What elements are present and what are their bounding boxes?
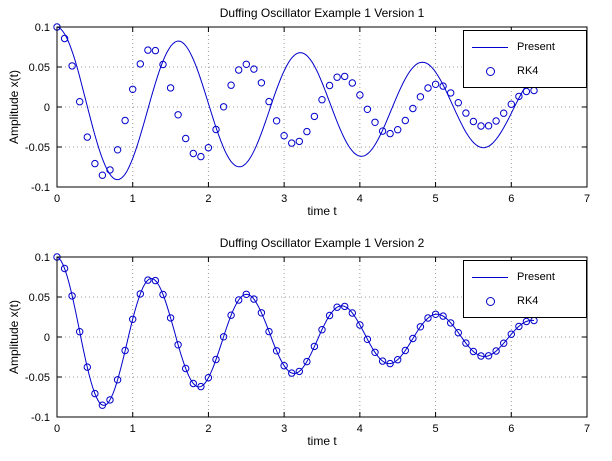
grid-lines xyxy=(57,27,587,187)
present-series xyxy=(56,256,535,406)
y-tick-label: -0.05 xyxy=(25,142,50,154)
legend-entry-present: Present xyxy=(472,35,578,59)
x-tick-label: 4 xyxy=(357,193,363,205)
x-tick-label: 4 xyxy=(357,423,363,435)
circle-marker-icon xyxy=(485,296,495,306)
rk4-series xyxy=(53,23,538,179)
y-axis-label: Amplitude x(t) xyxy=(7,69,21,145)
subplot-version-1: 0 1 2 3 4 5 6 7 -0.1 -0.05 0 0.05 0.1 Duffing Oscill… xyxy=(0,0,612,230)
plot-title: Duffing Oscillator Example 1 Version 1 xyxy=(219,6,425,20)
y-tick-label: 0.05 xyxy=(29,292,50,304)
x-tick-label: 1 xyxy=(130,423,136,435)
x-tick-label: 0 xyxy=(54,193,60,205)
y-axis-label: Amplitude x(t) xyxy=(7,299,21,375)
x-tick-label: 5 xyxy=(433,193,439,205)
line-swatch xyxy=(472,276,508,278)
y-tick-label: 0 xyxy=(44,332,50,344)
circle-swatch xyxy=(472,296,508,306)
x-tick-label: 7 xyxy=(584,193,590,205)
rk4-series xyxy=(53,253,538,409)
x-tick-label: 3 xyxy=(281,423,287,435)
circle-marker-icon xyxy=(485,66,495,76)
y-tick-label: -0.1 xyxy=(31,412,50,424)
present-series xyxy=(56,26,535,181)
x-tick-label: 2 xyxy=(205,423,211,435)
subplot-version-2: 0 1 2 3 4 5 6 7 -0.1 -0.05 0 0.05 0.1 Duffing Oscill… xyxy=(0,230,612,461)
y-tick-label: 0.1 xyxy=(35,22,50,34)
y-tick-label: 0.05 xyxy=(29,62,50,74)
x-axis-label: time t xyxy=(307,204,337,218)
legend-entry-rk4: RK4 xyxy=(472,289,578,313)
y-tick-label: -0.05 xyxy=(25,372,50,384)
legend-entry-rk4: RK4 xyxy=(472,59,578,83)
legend: Present RK4 xyxy=(463,30,587,88)
legend: Present RK4 xyxy=(463,260,587,318)
x-tick-label: 5 xyxy=(433,423,439,435)
legend-label-rk4: RK4 xyxy=(517,295,539,307)
x-tick-label: 2 xyxy=(205,193,211,205)
y-tick-label: -0.1 xyxy=(31,182,50,194)
axis-ticks: 0 1 2 3 4 5 6 7 -0.1 -0.05 0 0.05 0.1 xyxy=(25,252,590,435)
x-tick-label: 6 xyxy=(508,193,514,205)
legend-label-rk4: RK4 xyxy=(517,65,539,77)
grid-lines xyxy=(57,257,587,417)
x-tick-label: 6 xyxy=(508,423,514,435)
axis-ticks: 0 1 2 3 4 5 6 7 -0.1 -0.05 0 0.05 0.1 xyxy=(25,22,590,205)
x-tick-label: 7 xyxy=(584,423,590,435)
x-axis-label: time t xyxy=(307,434,337,448)
y-tick-label: 0 xyxy=(44,102,50,114)
x-tick-label: 0 xyxy=(54,423,60,435)
y-tick-label: 0.1 xyxy=(35,252,50,264)
line-sample-icon xyxy=(472,46,508,48)
legend-label-present: Present xyxy=(517,41,555,53)
line-swatch xyxy=(472,46,508,48)
legend-label-present: Present xyxy=(517,271,555,283)
line-sample-icon xyxy=(472,276,508,278)
circle-swatch xyxy=(472,66,508,76)
plot-title: Duffing Oscillator Example 1 Version 2 xyxy=(219,236,425,250)
x-tick-label: 3 xyxy=(281,193,287,205)
legend-entry-present: Present xyxy=(472,265,578,289)
x-tick-label: 1 xyxy=(130,193,136,205)
